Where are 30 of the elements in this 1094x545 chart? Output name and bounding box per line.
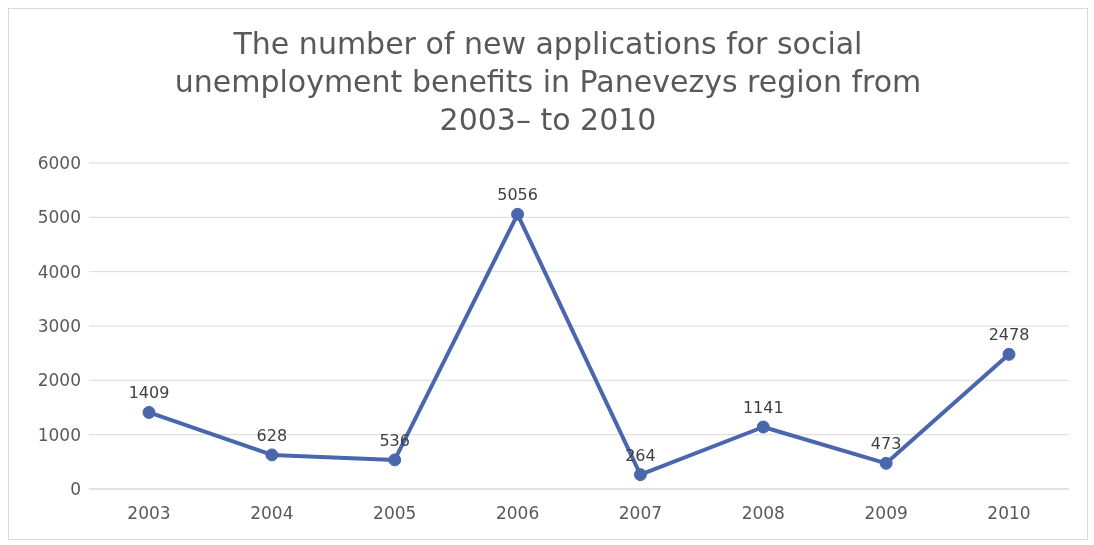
x-tick-label: 2007	[618, 503, 663, 524]
x-tick-label: 2010	[987, 503, 1031, 524]
y-tick-label: 0	[70, 479, 81, 500]
y-tick-label: 2000	[37, 370, 81, 391]
x-tick-label: 2008	[741, 503, 785, 524]
point	[511, 207, 525, 221]
x-tick-label: 2003	[127, 503, 171, 524]
data-label: 1141	[742, 398, 784, 418]
data-label: 5056	[497, 185, 538, 205]
point	[1002, 347, 1016, 361]
point	[142, 405, 156, 419]
y-tick-label: 6000	[37, 153, 81, 174]
y-tick-label: 5000	[37, 207, 81, 228]
point	[265, 448, 279, 462]
data-label: 1409	[128, 383, 170, 403]
point	[756, 420, 770, 434]
y-tick-label: 1000	[37, 424, 81, 445]
data-label: 628	[256, 425, 288, 445]
y-tick-label: 4000	[37, 261, 81, 282]
y-tick-label: 3000	[37, 316, 81, 337]
point	[879, 456, 893, 470]
x-tick-label: 2009	[864, 503, 908, 524]
data-label: 473	[870, 434, 902, 454]
x-tick-label: 2005	[373, 503, 417, 524]
point	[633, 468, 647, 482]
point	[388, 453, 402, 467]
data-label: 2478	[988, 325, 1030, 345]
chart-title: The number of new applications for social unemployment benefits in Panevezys region from 2003– to 2010	[173, 25, 923, 139]
x-tick-label: 2004	[250, 503, 294, 524]
x-tick-label: 2006	[495, 503, 540, 524]
